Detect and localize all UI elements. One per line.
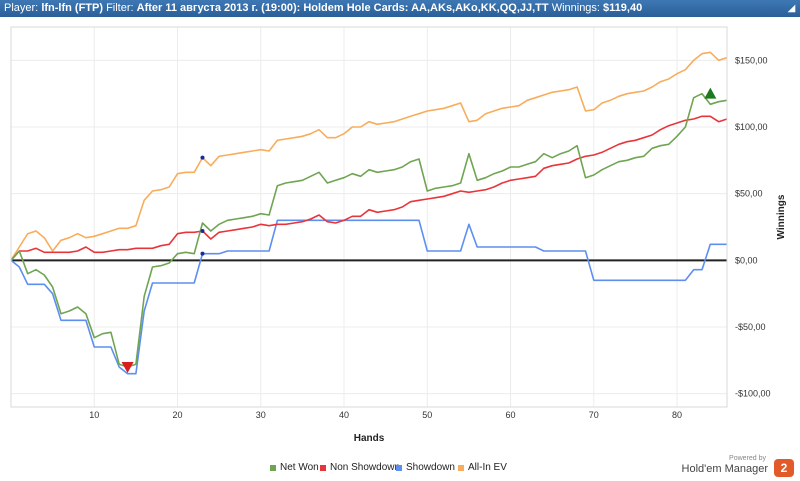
winnings-value: $119,40 [603,2,643,14]
powered-by-text: Powered by [729,455,766,462]
player-label: Player: [4,2,39,14]
x-tick-label: 20 [173,410,183,420]
legend-item-net-won[interactable]: Net Won [270,462,319,473]
x-tick-label: 70 [589,410,599,420]
showdown-swatch [396,464,402,471]
y-tick-label: $150,00 [735,55,768,65]
max-winnings-marker [704,87,717,99]
legend-item-non-showdown[interactable]: Non Showdown [320,462,400,473]
series-line-net-won[interactable] [10,92,728,368]
series-markers [121,87,717,373]
y-axis-label: Winnings [776,194,787,239]
x-tick-label: 40 [339,410,349,420]
y-tick-label: $50,00 [735,189,763,199]
player-value: lfn-lfn (FTP) [41,2,104,14]
non-showdown-swatch [320,464,326,471]
legend-label-showdown: Showdown [406,462,455,473]
x-tick-label: 10 [89,410,99,420]
series-line-non-showdown[interactable] [10,115,728,261]
legend-item-all-in-ev[interactable]: All-In EV [458,462,507,473]
x-tick-label: 30 [256,410,266,420]
legend-label-non-showdown: Non Showdown [330,462,401,473]
y-tick-label: -$50,00 [735,322,766,332]
filter-label: Filter: [106,2,134,14]
net-won-swatch [270,464,276,471]
min-winnings-marker [121,362,134,373]
all-in-marker [200,155,205,160]
x-tick-label: 50 [422,410,432,420]
legend-item-showdown[interactable]: Showdown [396,462,455,473]
expand-icon[interactable]: ◢ [787,3,796,14]
y-tick-label: $100,00 [735,122,768,132]
all-in-marker [200,229,205,233]
filter-value: After 11 августа 2013 г. (19:00): Holdem… [136,2,549,14]
x-tick-label: 60 [506,410,516,420]
x-tick-label: 80 [672,410,682,420]
all-in-marker [200,251,205,256]
series-line-all-in-ev[interactable] [10,51,728,261]
legend-label-net-won: Net Won [280,462,319,473]
legend-label-all-in-ev: All-In EV [468,462,507,473]
series-line-showdown[interactable] [10,219,727,375]
branding: Powered by Hold'em Manager 2 [681,455,794,479]
plot-border [10,26,728,408]
y-tick-label: $0,00 [735,255,758,265]
winnings-chart: 10 20 30 40 50 60 70 80 -$100,00 -$50,00 $0,00 $50,… [10,26,787,444]
grid [11,27,727,407]
brand-logo-icon: 2 [774,459,794,477]
winnings-label: Winnings: [551,2,600,14]
axes: 10 20 30 40 50 60 70 80 -$100,00 -$50,00 $0,00 $50,… [10,26,771,420]
legend: Net Won Non Showdown Showdown All-In EV [0,462,800,476]
all-in-ev-swatch [458,464,464,471]
brand-name: Hold'em Manager [681,463,768,475]
y-tick-label: -$100,00 [735,389,771,399]
x-axis-label: Hands [354,433,385,444]
title-bar: Player: lfn-lfn (FTP) Filter: After 11 а… [0,0,800,17]
series-lines [10,51,728,375]
